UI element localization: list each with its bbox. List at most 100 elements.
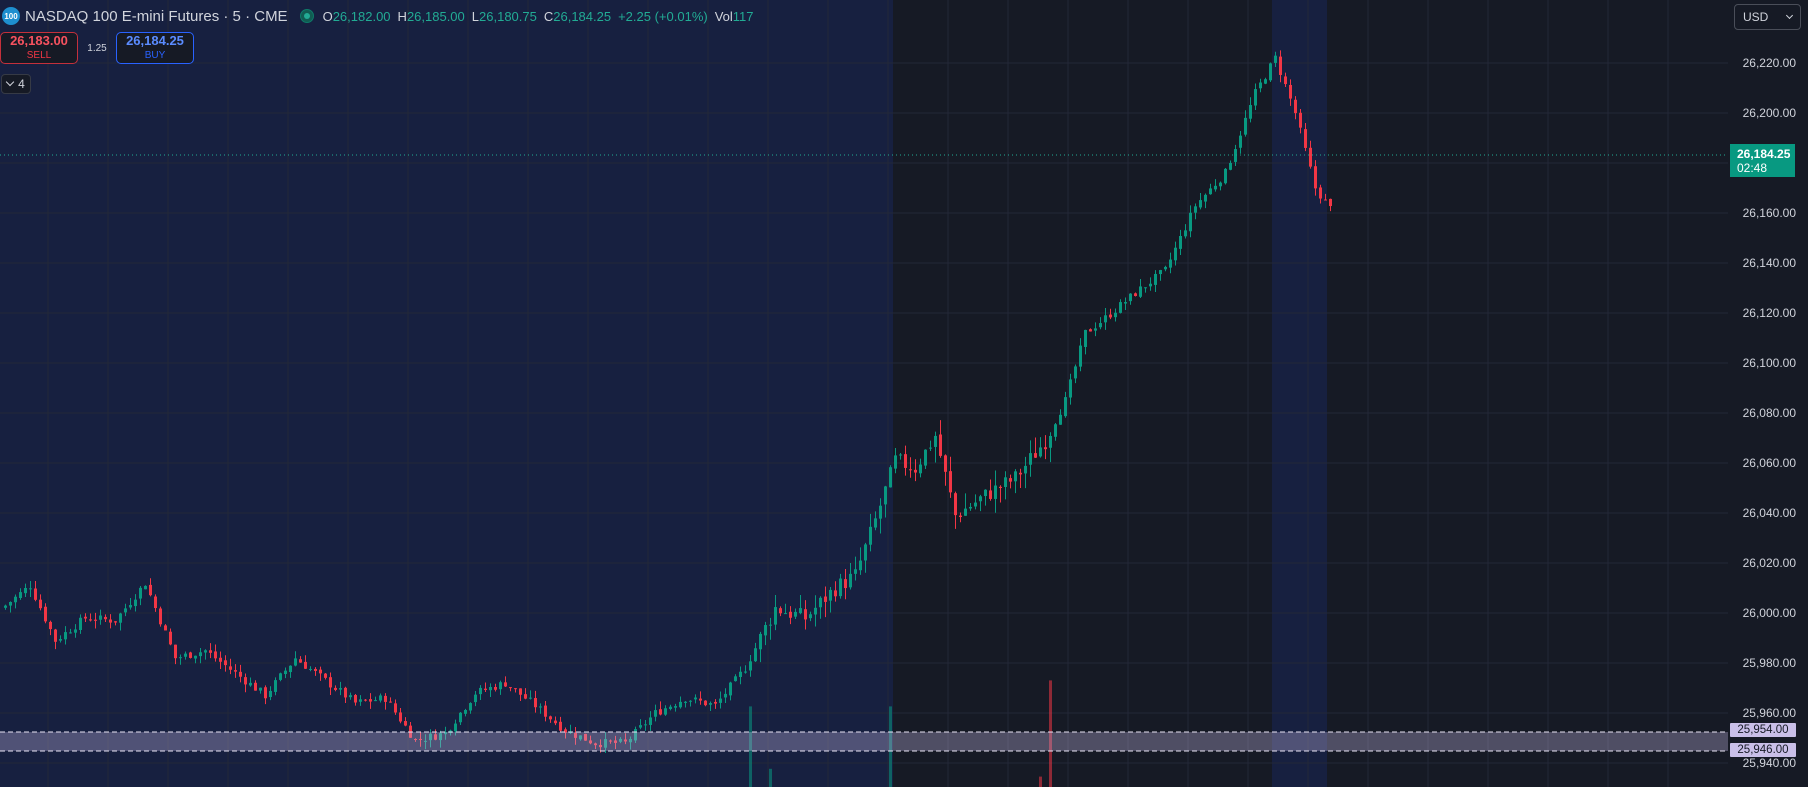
candle-body [89, 619, 92, 621]
trading-buttons: 26,183.00 SELL 1.25 26,184.25 BUY [0, 32, 194, 64]
candle-body [1324, 199, 1327, 201]
candle-body [999, 486, 1002, 488]
symbol-logo[interactable]: 100 [2, 7, 20, 25]
candle-body [1224, 168, 1227, 184]
candle-body [419, 738, 422, 740]
candle-body [414, 738, 417, 740]
market-status-icon[interactable] [299, 9, 314, 23]
candle-body [319, 669, 322, 674]
candle-body [424, 740, 427, 742]
candle-body [49, 621, 52, 630]
candle-body [494, 687, 497, 690]
candle-body [1119, 302, 1122, 313]
candle-body [484, 688, 487, 690]
indicators-toggle-button[interactable]: 4 [1, 74, 31, 94]
candle-body [939, 434, 942, 456]
last-price-label: 26,184.25 02:48 [1730, 144, 1795, 177]
candle-body [1039, 447, 1042, 457]
candle-body [279, 673, 282, 680]
candle-body [124, 608, 127, 613]
sell-button[interactable]: 26,183.00 SELL [0, 32, 78, 64]
candle-body [474, 694, 477, 703]
candle-body [759, 633, 762, 650]
candle-body [929, 447, 932, 449]
candle-body [204, 650, 207, 653]
candle-body [434, 734, 437, 740]
candle-body [119, 613, 122, 623]
candle-body [859, 560, 862, 571]
symbol-title[interactable]: NASDAQ 100 E-mini Futures · 5 · CME [25, 7, 288, 25]
volume-bars [749, 680, 1052, 787]
candle-body [829, 589, 832, 601]
candle-body [1194, 206, 1197, 213]
candle-body [54, 629, 57, 642]
candle-body [349, 695, 352, 698]
candle-body [779, 608, 782, 614]
price-axis-label: 26,080.00 [1742, 406, 1796, 420]
candle-body [984, 489, 987, 497]
candle-body [649, 717, 652, 725]
ohlc-open: O26,182.00 [322, 8, 391, 24]
candle-body [229, 666, 232, 670]
candle-body [789, 611, 792, 618]
candle-body [1329, 198, 1332, 207]
horizontal-line-upper-label[interactable]: 25,954.00 [1730, 723, 1796, 737]
candle-body [394, 703, 397, 713]
candle-body [194, 655, 197, 659]
candle-body [1184, 230, 1187, 237]
bar-countdown: 02:48 [1737, 161, 1768, 175]
candle-body [84, 616, 87, 619]
candle-body [1054, 424, 1057, 437]
ohlc-high: H26,185.00 [397, 8, 465, 24]
price-axis-label: 26,020.00 [1742, 556, 1796, 570]
candle-body [909, 469, 912, 471]
candle-body [1254, 89, 1257, 106]
candlestick-chart[interactable] [0, 0, 1728, 787]
session-background-2 [1272, 0, 1327, 787]
session-background-1 [0, 0, 893, 787]
candle-body [664, 708, 667, 715]
candle-body [1014, 471, 1017, 482]
candle-body [669, 706, 672, 710]
candle-body [994, 485, 997, 499]
candle-body [364, 699, 367, 701]
volume-bar [889, 706, 892, 787]
horizontal-line-lower-label[interactable]: 25,946.00 [1730, 743, 1796, 757]
candle-body [574, 732, 577, 738]
price-axis-label: 25,980.00 [1742, 656, 1796, 670]
candle-body [214, 651, 217, 659]
candle-body [904, 454, 907, 468]
candle-body [174, 644, 177, 659]
volume-bar [1039, 776, 1042, 787]
candle-body [69, 632, 72, 634]
price-axis-label: 26,100.00 [1742, 356, 1796, 370]
candle-body [144, 585, 147, 590]
candle-body [549, 716, 552, 720]
currency-select[interactable]: USD [1734, 4, 1801, 30]
candle-body [889, 467, 892, 488]
candle-body [44, 606, 47, 622]
candle-body [884, 486, 887, 505]
candle-body [444, 732, 447, 735]
candle-body [629, 738, 632, 743]
candle-body [1239, 135, 1242, 148]
candle-body [744, 671, 747, 673]
candle-body [439, 733, 442, 741]
candle-body [764, 625, 767, 636]
candle-body [469, 703, 472, 711]
candle-body [1109, 314, 1112, 318]
candle-body [489, 686, 492, 691]
price-axis[interactable]: 26,220.00 26,200.00 26,160.00 26,140.00 26,1… [1728, 0, 1808, 787]
candle-body [579, 735, 582, 740]
candle-body [1134, 293, 1137, 297]
candle-body [1169, 259, 1172, 268]
candle-body [849, 573, 852, 588]
candle-body [104, 616, 107, 620]
candle-body [234, 670, 237, 672]
candle-body [1209, 188, 1212, 195]
candle-body [64, 632, 67, 640]
buy-button[interactable]: 26,184.25 BUY [116, 32, 194, 64]
candle-body [1079, 345, 1082, 367]
candle-body [719, 698, 722, 703]
candle-body [34, 588, 37, 600]
